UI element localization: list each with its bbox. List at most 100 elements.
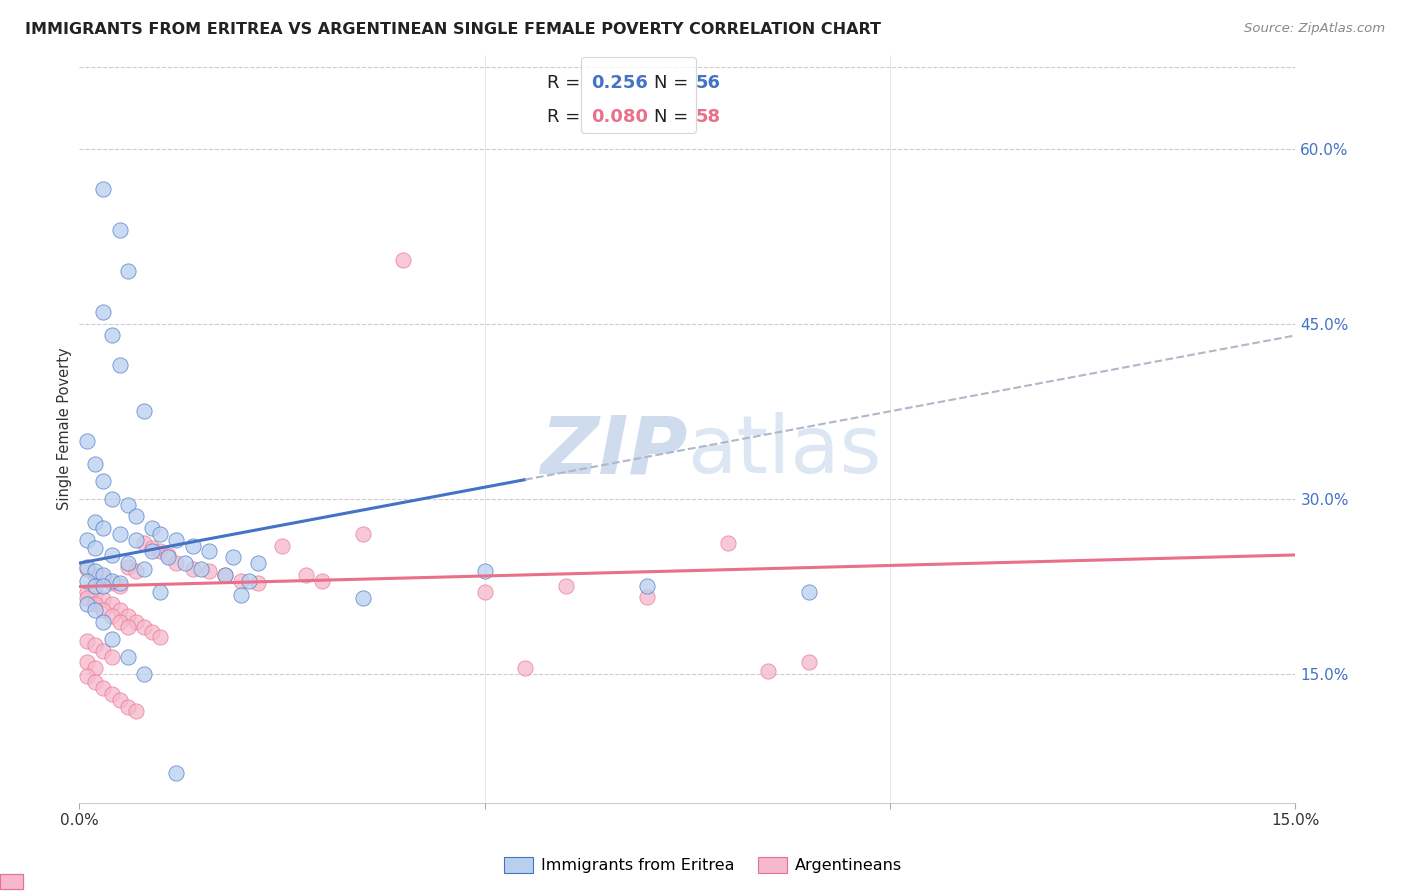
- Point: [173, 556, 195, 570]
- Point: [270, 539, 292, 553]
- Point: [246, 556, 269, 570]
- Point: [554, 579, 576, 593]
- Point: [165, 556, 187, 570]
- Point: [474, 585, 496, 599]
- Point: [93, 475, 115, 489]
- Point: [311, 574, 333, 588]
- Point: [125, 564, 148, 578]
- Point: [108, 603, 131, 617]
- Point: [214, 567, 236, 582]
- Point: [149, 527, 172, 541]
- Point: [100, 491, 122, 506]
- Text: 58: 58: [696, 108, 721, 126]
- Point: [392, 252, 415, 267]
- Point: [157, 550, 180, 565]
- Text: ZIP: ZIP: [540, 412, 688, 491]
- Text: N =: N =: [654, 74, 695, 92]
- Point: [758, 664, 780, 678]
- Text: Source: ZipAtlas.com: Source: ZipAtlas.com: [1244, 22, 1385, 36]
- Point: [222, 550, 245, 565]
- Point: [125, 615, 148, 629]
- Point: [132, 536, 155, 550]
- Point: [141, 625, 163, 640]
- Point: [84, 597, 107, 611]
- Point: [132, 404, 155, 418]
- Point: [84, 588, 107, 602]
- Point: [636, 579, 658, 593]
- Point: [214, 567, 236, 582]
- Point: [100, 548, 122, 562]
- Point: [231, 588, 253, 602]
- Point: [108, 579, 131, 593]
- Text: 0.256: 0.256: [591, 74, 648, 92]
- Point: [76, 591, 98, 606]
- Point: [84, 457, 107, 471]
- Point: [76, 597, 98, 611]
- Point: [141, 541, 163, 555]
- Point: [198, 564, 221, 578]
- Point: [100, 574, 122, 588]
- Point: [295, 567, 318, 582]
- Point: [100, 597, 122, 611]
- Point: [76, 585, 98, 599]
- Point: [117, 649, 139, 664]
- Point: [181, 562, 204, 576]
- Point: [636, 590, 658, 604]
- Point: [108, 358, 131, 372]
- Point: [117, 699, 139, 714]
- Point: [76, 562, 98, 576]
- Point: [93, 643, 115, 657]
- Point: [93, 567, 115, 582]
- Point: [93, 571, 115, 585]
- Point: [93, 615, 115, 629]
- Point: [117, 556, 139, 570]
- Point: [157, 548, 180, 562]
- Point: [141, 521, 163, 535]
- Point: [117, 559, 139, 574]
- Point: [117, 264, 139, 278]
- Point: [108, 223, 131, 237]
- Point: [513, 661, 536, 675]
- Legend:         ,         : ,: [581, 57, 696, 133]
- Point: [125, 705, 148, 719]
- Text: 56: 56: [696, 74, 721, 92]
- Point: [84, 603, 107, 617]
- Point: [132, 667, 155, 681]
- Point: [76, 434, 98, 448]
- Point: [181, 539, 204, 553]
- Point: [84, 564, 107, 578]
- Text: 0.080: 0.080: [591, 108, 648, 126]
- Point: [797, 585, 820, 599]
- Legend: Immigrants from Eritrea, Argentineans: Immigrants from Eritrea, Argentineans: [498, 850, 908, 880]
- Point: [76, 669, 98, 683]
- Text: N =: N =: [654, 108, 695, 126]
- Point: [84, 541, 107, 555]
- Point: [93, 592, 115, 607]
- Point: [108, 692, 131, 706]
- Point: [76, 574, 98, 588]
- Point: [93, 681, 115, 695]
- Point: [100, 576, 122, 591]
- Point: [117, 608, 139, 623]
- Point: [474, 564, 496, 578]
- Point: [231, 574, 253, 588]
- Point: [84, 579, 107, 593]
- Point: [190, 562, 212, 576]
- Point: [797, 656, 820, 670]
- Point: [93, 579, 115, 593]
- Point: [93, 305, 115, 319]
- Point: [100, 328, 122, 343]
- Text: atlas: atlas: [688, 412, 882, 491]
- Point: [132, 562, 155, 576]
- Point: [141, 544, 163, 558]
- Point: [717, 536, 740, 550]
- Point: [108, 615, 131, 629]
- Point: [238, 574, 260, 588]
- Point: [165, 766, 187, 780]
- Point: [149, 630, 172, 644]
- Point: [84, 661, 107, 675]
- Point: [108, 527, 131, 541]
- Point: [100, 649, 122, 664]
- Point: [100, 687, 122, 701]
- Point: [165, 533, 187, 547]
